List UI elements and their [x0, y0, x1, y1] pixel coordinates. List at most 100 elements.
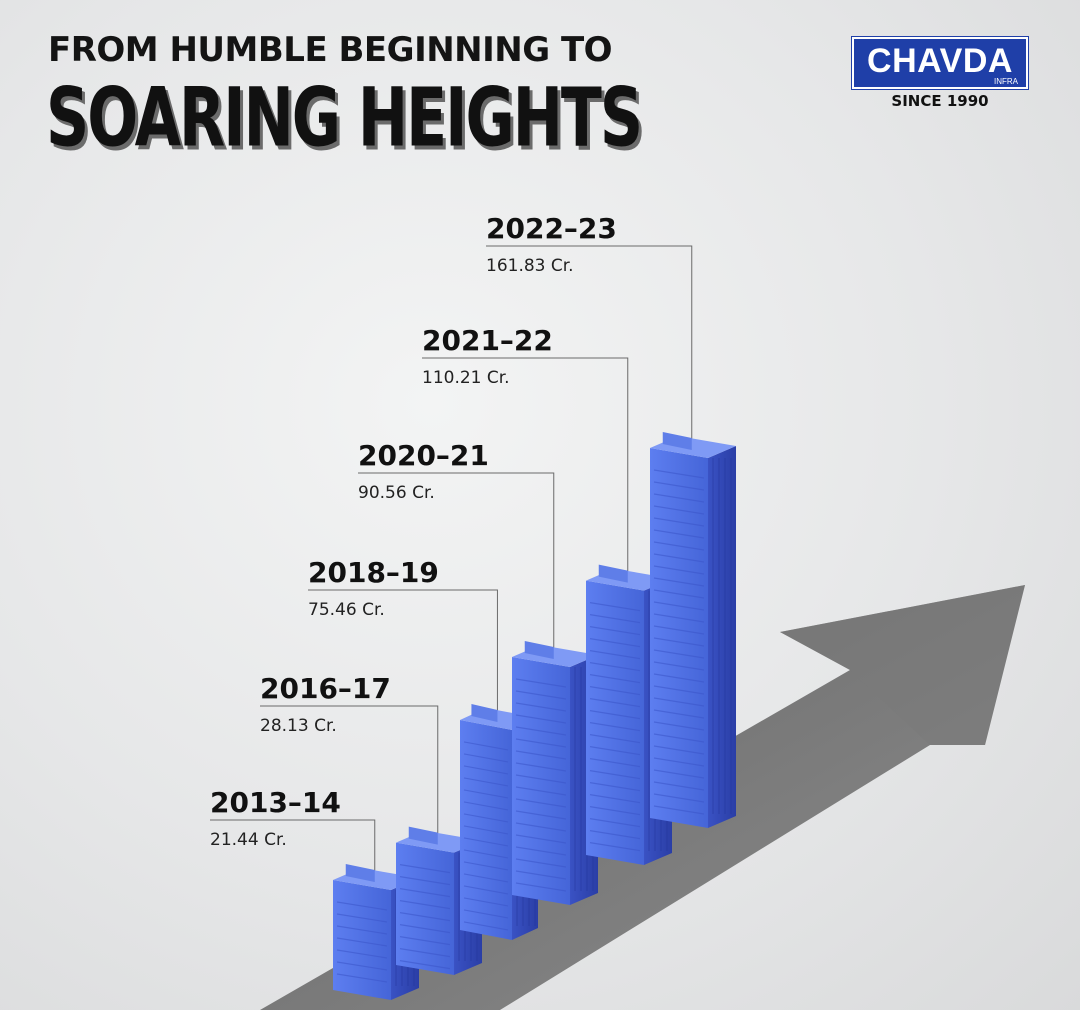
bar-window-line	[463, 813, 509, 823]
bar-window-line	[589, 746, 641, 756]
bar-window-line	[653, 577, 705, 587]
brand-sub: INFRA	[994, 77, 1018, 86]
bar-window-line	[399, 900, 451, 910]
bar-window-line	[589, 650, 641, 660]
bar-window-line	[653, 709, 705, 719]
growth-arrow-highlight	[780, 585, 1025, 745]
bar-window-line	[336, 937, 388, 947]
bar-window-line	[653, 733, 705, 743]
leader-line	[422, 357, 629, 575]
bar-window-line	[515, 738, 567, 748]
data-label: 90.56 Cr.	[358, 483, 435, 503]
bar-window-line	[463, 741, 509, 751]
bar-window-line	[399, 936, 451, 946]
bar-side-face	[708, 446, 736, 828]
bar-roof-block	[524, 640, 554, 659]
data-label: 21.44 Cr.	[210, 830, 287, 850]
bar-window-line	[589, 794, 641, 804]
bar-window-line	[515, 810, 567, 820]
bar-window-line	[463, 885, 509, 895]
bar-window-line	[515, 846, 567, 856]
brand-name: CHAVDA	[867, 42, 1013, 80]
tick-label: 2022–23	[486, 212, 617, 245]
bar-window-line	[515, 834, 567, 844]
bar-window-line	[653, 565, 705, 575]
bar-window-line	[463, 801, 509, 811]
bar-window-line	[463, 825, 509, 835]
bar-window-line	[653, 757, 705, 767]
bar-window-line	[653, 637, 705, 647]
bar-window-line	[399, 864, 451, 874]
brand-tagline: SINCE 1990	[891, 92, 989, 110]
bar-window-line	[653, 613, 705, 623]
leader-line	[210, 819, 376, 874]
bar-window-line	[463, 849, 509, 859]
bar-window-line	[463, 909, 509, 919]
bar-window-line	[399, 960, 451, 970]
bar-window-line	[589, 806, 641, 816]
bar-window-line	[463, 921, 509, 931]
brand-logo: CHAVDA INFRA	[852, 37, 1028, 89]
bar-window-line	[589, 674, 641, 684]
bar-window-line	[336, 949, 388, 959]
bar-window-line	[463, 861, 509, 871]
bar-window-line	[515, 822, 567, 832]
bar-window-line	[589, 758, 641, 768]
bar-window-line	[653, 781, 705, 791]
bar-roof-block	[471, 703, 498, 722]
bar-window-line	[515, 726, 567, 736]
bar-window-line	[589, 722, 641, 732]
bar-window-line	[515, 678, 567, 688]
bar-window-line	[653, 553, 705, 563]
bar-window-line	[463, 765, 509, 775]
tick-label: 2021–22	[422, 324, 553, 357]
bar-window-line	[463, 753, 509, 763]
bar-window-line	[589, 626, 641, 636]
bar-window-line	[336, 913, 388, 923]
bar-window-line	[463, 873, 509, 883]
bar-window-line	[336, 961, 388, 971]
tick-label: 2018–19	[308, 556, 439, 589]
bar-window-line	[653, 745, 705, 755]
tick-label: 2016–17	[260, 672, 391, 705]
bar-window-line	[589, 602, 641, 612]
bar-window-line	[463, 897, 509, 907]
bar-window-line	[463, 777, 509, 787]
bar-window-line	[589, 770, 641, 780]
bar-window-line	[653, 685, 705, 695]
bar-window-line	[515, 762, 567, 772]
bar-window-line	[589, 686, 641, 696]
bar-window-line	[336, 901, 388, 911]
bar-window-line	[589, 782, 641, 792]
tick-label: 2020–21	[358, 439, 489, 472]
bar-window-line	[653, 673, 705, 683]
bar-window-line	[399, 912, 451, 922]
bar-window-line	[589, 818, 641, 828]
bar-window-line	[653, 697, 705, 707]
bar-window-line	[515, 750, 567, 760]
bar-window-line	[653, 541, 705, 551]
bar-window-line	[399, 876, 451, 886]
bar-window-line	[653, 793, 705, 803]
bar-window-line	[399, 924, 451, 934]
data-label: 75.46 Cr.	[308, 600, 385, 620]
bar-window-line	[653, 517, 705, 527]
bar-window-line	[515, 870, 567, 880]
bar-window-line	[589, 734, 641, 744]
bar-window-line	[515, 714, 567, 724]
bar-window-line	[515, 690, 567, 700]
bar-window-line	[589, 698, 641, 708]
bar-window-line	[515, 798, 567, 808]
bar-window-line	[515, 882, 567, 892]
bar-window-line	[653, 469, 705, 479]
bar-window-line	[589, 638, 641, 648]
bar-window-line	[336, 925, 388, 935]
bar-front-face	[650, 448, 708, 828]
bar-window-line	[399, 888, 451, 898]
bar-window-line	[653, 529, 705, 539]
bar-window-line	[589, 830, 641, 840]
leader-line	[260, 705, 439, 837]
bar-window-line	[653, 721, 705, 731]
bar-window-line	[653, 589, 705, 599]
tick-label: 2013–14	[210, 786, 341, 819]
